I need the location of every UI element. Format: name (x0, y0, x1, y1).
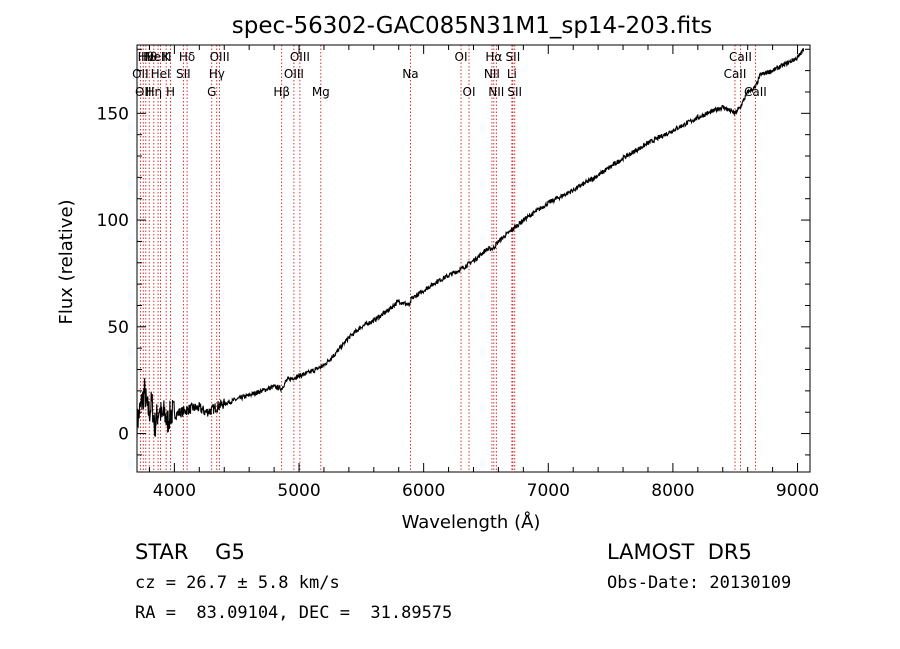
y-tick-label: 0 (118, 425, 129, 445)
line-label: CaII (744, 85, 767, 99)
line-label: SII (176, 67, 191, 81)
spectrum-line (136, 48, 805, 438)
line-label: OI (463, 85, 476, 99)
x-tick-label: 6000 (402, 481, 445, 501)
spectral-line-markers (139, 45, 756, 472)
line-label: H (166, 85, 175, 99)
survey-name: LAMOST DR5 (607, 540, 752, 564)
chart-title: spec-56302-GAC085N31M1_sp14-203.fits (232, 13, 712, 39)
y-tick-label: 100 (97, 211, 129, 231)
line-label: Mg (312, 85, 330, 99)
line-label: CaII (729, 50, 752, 64)
observation-date: Obs-Date: 20130109 (607, 573, 792, 593)
line-label: OI (455, 50, 468, 64)
line-label: Hη (146, 85, 163, 99)
redshift-velocity: cz = 26.7 ± 5.8 km/s (135, 573, 340, 593)
line-label: K (162, 50, 171, 64)
x-tick-label: 9000 (776, 481, 819, 501)
y-tick-label: 150 (97, 104, 129, 124)
x-axis-label: Wavelength (Å) (402, 511, 541, 533)
line-label: CaII (724, 67, 747, 81)
line-label: HeI (151, 67, 171, 81)
object-class: STAR G5 (135, 540, 245, 564)
line-label: Hβ (273, 85, 290, 99)
x-axis-ticks: 4000 5000 6000 7000 8000 9000 (148, 45, 819, 501)
line-label: Hθ (138, 50, 154, 64)
y-axis-ticks: 0 50 100 150 (97, 48, 810, 456)
line-label: Hδ (179, 50, 195, 64)
line-label: Na (402, 67, 418, 81)
spectral-line-labels: OIIOIIHθHθHηNeIIIHeIKHSIIHδGHγOIIIHβOIII… (132, 50, 767, 99)
line-label: NII (484, 67, 500, 81)
line-label: OIII (210, 50, 230, 64)
line-label: Hα (485, 50, 502, 64)
line-label: Hθ (141, 50, 157, 64)
line-label: Li (507, 67, 517, 81)
x-tick-label: 4000 (153, 481, 196, 501)
line-label: Hγ (209, 67, 225, 81)
line-label: OIII (284, 67, 304, 81)
y-tick-label: 50 (107, 318, 129, 338)
line-label: OIII (290, 50, 310, 64)
y-axis-label: Flux (relative) (56, 199, 77, 324)
line-label: OII (135, 85, 152, 99)
x-tick-label: 5000 (277, 481, 320, 501)
x-tick-label: 8000 (651, 481, 694, 501)
line-label: G (207, 85, 216, 99)
line-label: SII (507, 85, 522, 99)
line-label: NeIII (145, 50, 172, 64)
line-label: NII (488, 85, 504, 99)
line-label: OII (132, 67, 149, 81)
line-label: SII (506, 50, 521, 64)
coordinates: RA = 83.09104, DEC = 31.89575 (135, 603, 453, 623)
x-tick-label: 7000 (527, 481, 570, 501)
